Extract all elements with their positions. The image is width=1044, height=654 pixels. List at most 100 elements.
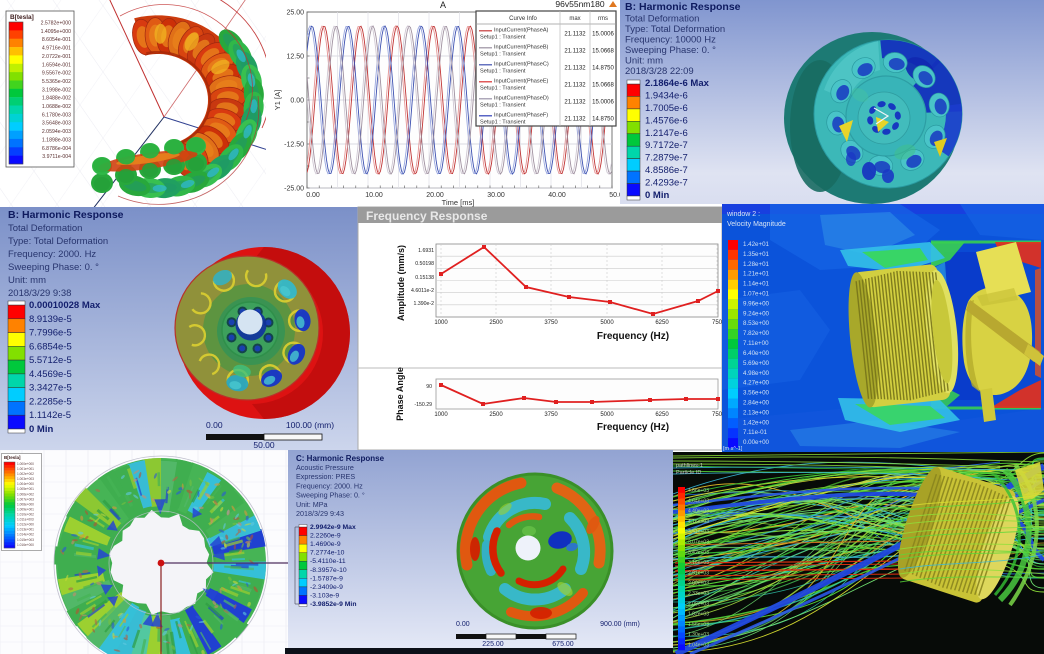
svg-text:1.008e+000: 1.008e+000 — [17, 502, 34, 506]
svg-text:2500: 2500 — [489, 320, 503, 326]
svg-text:Frequency (Hz): Frequency (Hz) — [597, 331, 669, 342]
svg-text:4.8586e-7: 4.8586e-7 — [645, 165, 688, 176]
svg-text:B[tesla]: B[tesla] — [10, 14, 34, 21]
svg-text:4.86e+03: 4.86e+03 — [688, 488, 709, 494]
svg-text:7.82e+00: 7.82e+00 — [743, 330, 770, 337]
svg-text:-150.29: -150.29 — [414, 402, 432, 408]
svg-text:750: 750 — [712, 320, 723, 326]
svg-text:InputCurrent(PhaseA): InputCurrent(PhaseA) — [494, 28, 549, 34]
svg-text:1.013e+001: 1.013e+001 — [17, 528, 34, 532]
svg-text:8.6054e-001: 8.6054e-001 — [42, 37, 71, 43]
svg-text:Unit: mm: Unit: mm — [625, 56, 663, 67]
svg-text:6250: 6250 — [655, 320, 669, 326]
svg-text:1.010e+002: 1.010e+002 — [17, 513, 34, 517]
svg-text:Setup1 : Transient: Setup1 : Transient — [480, 52, 526, 58]
svg-text:675.00: 675.00 — [552, 641, 574, 648]
svg-text:InputCurrent(PhaseC): InputCurrent(PhaseC) — [494, 62, 549, 68]
svg-text:Expression: PRES: Expression: PRES — [296, 472, 355, 481]
svg-text:4.27e+00: 4.27e+00 — [743, 380, 770, 387]
svg-text:1.002e+002: 1.002e+002 — [17, 472, 34, 476]
svg-text:2.09e+03: 2.09e+03 — [688, 581, 709, 587]
svg-text:50.00: 50.00 — [253, 440, 275, 450]
svg-text:InputCurrent(PhaseF): InputCurrent(PhaseF) — [494, 113, 548, 119]
svg-text:1000: 1000 — [434, 320, 448, 326]
svg-text:1.28e+01: 1.28e+01 — [743, 261, 770, 268]
svg-text:InputCurrent(PhaseD): InputCurrent(PhaseD) — [494, 96, 549, 102]
svg-text:1.82e+03: 1.82e+03 — [688, 612, 709, 618]
svg-text:-12.50: -12.50 — [284, 142, 304, 149]
svg-text:100.00 (mm): 100.00 (mm) — [286, 420, 334, 430]
svg-text:-3.103e-9: -3.103e-9 — [310, 592, 339, 599]
svg-text:-3.9852e-9 Min: -3.9852e-9 Min — [310, 601, 356, 608]
svg-text:1.42e+01: 1.42e+01 — [743, 241, 770, 248]
svg-text:4.4569e-5: 4.4569e-5 — [29, 369, 72, 380]
svg-text:0 Min: 0 Min — [645, 190, 669, 201]
svg-text:1.390e-2: 1.390e-2 — [414, 301, 435, 307]
svg-text:1.56e+03: 1.56e+03 — [688, 622, 709, 628]
svg-text:0.00: 0.00 — [306, 192, 320, 199]
svg-text:90: 90 — [426, 384, 432, 390]
svg-text:1.011e+003: 1.011e+003 — [17, 518, 34, 522]
svg-text:Y1 [A]: Y1 [A] — [273, 90, 282, 110]
svg-text:6250: 6250 — [655, 412, 669, 418]
svg-text:21.1132: 21.1132 — [564, 49, 586, 55]
svg-text:2.2260e-9: 2.2260e-9 — [310, 533, 341, 540]
svg-text:2.5782e+000: 2.5782e+000 — [41, 21, 72, 27]
svg-text:1000: 1000 — [434, 412, 448, 418]
svg-text:4.6011e-2: 4.6011e-2 — [411, 288, 434, 294]
svg-text:Unit: MPa: Unit: MPa — [296, 500, 328, 509]
svg-text:Frequency (Hz): Frequency (Hz) — [597, 422, 669, 433]
svg-text:20.00: 20.00 — [426, 192, 444, 199]
svg-text:1.0688e-002: 1.0688e-002 — [42, 104, 71, 110]
svg-text:15.0006: 15.0006 — [592, 100, 614, 106]
svg-text:B: Harmonic Response: B: Harmonic Response — [8, 209, 124, 221]
svg-text:15.0006: 15.0006 — [592, 32, 614, 38]
svg-text:25.00: 25.00 — [286, 10, 304, 17]
svg-text:9.24e+00: 9.24e+00 — [743, 310, 770, 317]
svg-text:10.00: 10.00 — [365, 192, 383, 199]
svg-text:InputCurrent(PhaseB): InputCurrent(PhaseB) — [494, 45, 549, 51]
svg-text:21.1132: 21.1132 — [564, 32, 586, 38]
svg-text:7.2774e-10: 7.2774e-10 — [310, 550, 345, 557]
svg-text:8.53e+00: 8.53e+00 — [743, 320, 770, 327]
svg-text:1.004e+000: 1.004e+000 — [17, 482, 34, 486]
svg-text:1.015e+003: 1.015e+003 — [17, 538, 34, 542]
svg-text:Acoustic Pressure: Acoustic Pressure — [296, 463, 354, 472]
svg-text:9.7172e-7: 9.7172e-7 — [645, 140, 688, 151]
svg-text:Frequency Response: Frequency Response — [366, 209, 488, 223]
svg-text:0.00: 0.00 — [456, 621, 470, 628]
svg-text:Total Deformation: Total Deformation — [625, 14, 699, 25]
svg-text:3.1998e-002: 3.1998e-002 — [42, 87, 71, 93]
svg-text:3.07e+03: 3.07e+03 — [688, 540, 709, 546]
svg-text:Sweeping Phase: 0. °: Sweeping Phase: 0. ° — [8, 262, 99, 273]
svg-text:40.00: 40.00 — [548, 192, 566, 199]
svg-text:30.00: 30.00 — [487, 192, 505, 199]
svg-text:3750: 3750 — [544, 320, 558, 326]
svg-text:2018/3/29 9:43: 2018/3/29 9:43 — [296, 509, 344, 518]
svg-text:9.96e+00: 9.96e+00 — [743, 300, 770, 307]
svg-text:2.13e+00: 2.13e+00 — [743, 409, 770, 416]
svg-text:InputCurrent(PhaseE): InputCurrent(PhaseE) — [494, 79, 549, 85]
svg-text:-2.3409e-9: -2.3409e-9 — [310, 584, 343, 591]
svg-text:225.00: 225.00 — [482, 641, 504, 648]
svg-text:2500: 2500 — [489, 412, 503, 418]
svg-text:1.009e+001: 1.009e+001 — [17, 507, 34, 511]
svg-text:12.50: 12.50 — [286, 54, 304, 61]
svg-text:1.42e+00: 1.42e+00 — [743, 419, 770, 426]
svg-text:1.8488e-002: 1.8488e-002 — [42, 96, 71, 102]
svg-text:1.7005e-6: 1.7005e-6 — [645, 103, 688, 114]
svg-text:pathlines-1: pathlines-1 — [676, 463, 703, 469]
svg-text:Velocity Magnitude: Velocity Magnitude — [727, 221, 786, 228]
svg-text:0.50198: 0.50198 — [415, 261, 434, 267]
svg-text:1.000e+000: 1.000e+000 — [17, 462, 34, 466]
svg-text:max: max — [569, 16, 580, 22]
svg-text:Sweeping Phase: 0. °: Sweeping Phase: 0. ° — [296, 491, 365, 500]
svg-text:[m s^-1]: [m s^-1] — [723, 446, 743, 452]
svg-text:rms: rms — [598, 16, 608, 22]
svg-text:Total Deformation: Total Deformation — [8, 223, 82, 234]
svg-text:Setup1 : Transient: Setup1 : Transient — [480, 69, 526, 75]
svg-text:1.6594e-001: 1.6594e-001 — [42, 62, 71, 68]
svg-text:-25.00: -25.00 — [284, 186, 304, 193]
svg-text:1.016e+000: 1.016e+000 — [17, 543, 34, 547]
svg-text:B[tesla]: B[tesla] — [4, 455, 21, 460]
